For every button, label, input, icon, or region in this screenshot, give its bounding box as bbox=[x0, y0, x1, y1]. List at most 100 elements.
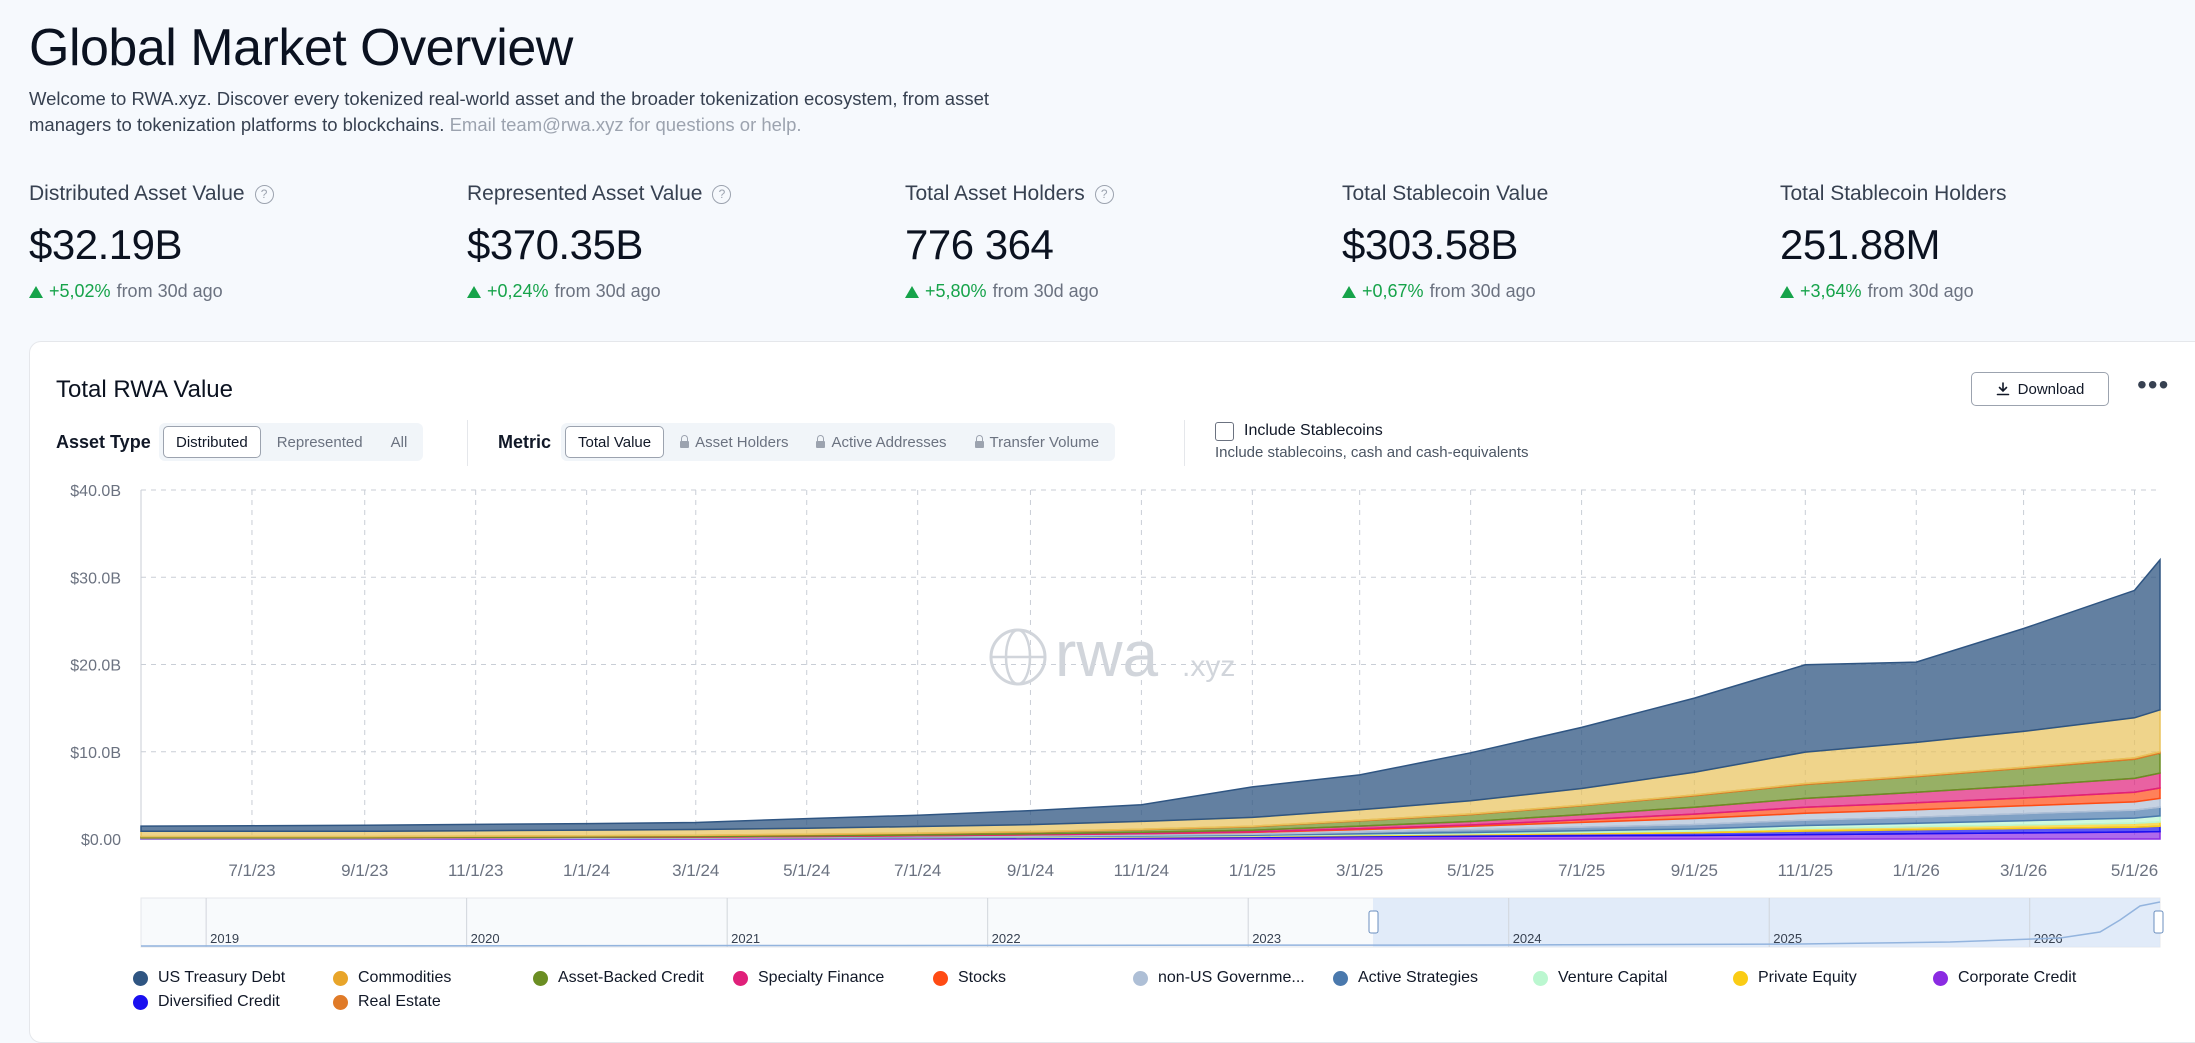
legend-item[interactable]: Corporate Credit bbox=[1933, 969, 2076, 987]
divider bbox=[1184, 420, 1185, 466]
include-stablecoins-description: Include stablecoins, cash and cash-equiv… bbox=[1215, 444, 1529, 461]
legend-swatch bbox=[1533, 970, 1548, 986]
legend-swatch bbox=[333, 994, 348, 1010]
download-button[interactable]: Download bbox=[1971, 372, 2109, 406]
divider bbox=[467, 420, 468, 466]
asset-type-selector: Distributed Represented All bbox=[159, 423, 424, 461]
lock-icon bbox=[680, 435, 690, 448]
legend-item[interactable]: Diversified Credit bbox=[133, 993, 280, 1011]
legend-item[interactable]: Asset-Backed Credit bbox=[533, 969, 704, 987]
asset-type-distributed[interactable]: Distributed bbox=[163, 426, 261, 458]
page-title: Global Market Overview bbox=[29, 19, 573, 77]
stat-change-percent: +5,02% bbox=[49, 281, 111, 301]
legend-swatch bbox=[1733, 970, 1748, 986]
asset-type-represented[interactable]: Represented bbox=[276, 433, 363, 451]
lock-icon bbox=[816, 435, 826, 448]
legend-swatch bbox=[1933, 970, 1948, 986]
legend-label: Diversified Credit bbox=[158, 993, 280, 1010]
intro-paragraph: Welcome to RWA.xyz. Discover every token… bbox=[29, 86, 989, 137]
legend-label: Active Strategies bbox=[1358, 969, 1479, 986]
stat-value: $370.35B bbox=[467, 221, 643, 268]
up-arrow-icon bbox=[1342, 285, 1356, 298]
stat-total-asset-holders: Total Asset Holders? 776 364 +5,80% from … bbox=[905, 180, 1305, 302]
up-arrow-icon bbox=[467, 285, 481, 298]
more-options-icon[interactable]: ••• bbox=[2137, 369, 2170, 400]
legend-swatch bbox=[1333, 970, 1348, 986]
stat-change-percent: +0,67% bbox=[1362, 281, 1424, 301]
legend-swatch bbox=[133, 994, 148, 1010]
stat-change-percent: +3,64% bbox=[1800, 281, 1862, 301]
intro-text: Welcome to RWA.xyz. Discover every token… bbox=[29, 88, 990, 135]
legend-label: US Treasury Debt bbox=[158, 969, 286, 986]
stat-change-suffix: from 30d ago bbox=[992, 281, 1099, 301]
help-icon[interactable]: ? bbox=[254, 184, 274, 204]
stats-row: Distributed Asset Value? $32.19B +5,02% f… bbox=[29, 180, 2189, 302]
metric-selector: Total Value Asset Holders Active Address… bbox=[561, 423, 1116, 461]
stat-label: Represented Asset Value bbox=[467, 182, 703, 205]
up-arrow-icon bbox=[29, 285, 43, 298]
legend-swatch bbox=[733, 970, 748, 986]
stat-change-suffix: from 30d ago bbox=[1867, 281, 1974, 301]
legend-label: non-US Governme... bbox=[1158, 969, 1305, 986]
metric-transfer-volume[interactable]: Transfer Volume bbox=[963, 427, 1112, 457]
stat-change-percent: +5,80% bbox=[925, 281, 987, 301]
stat-value: 776 364 bbox=[905, 221, 1054, 268]
stat-change-percent: +0,24% bbox=[487, 281, 549, 301]
asset-type-label: Asset Type bbox=[56, 432, 151, 452]
help-icon[interactable]: ? bbox=[712, 184, 732, 204]
metric-option-label: Active Addresses bbox=[831, 433, 947, 451]
card-title: Total RWA Value bbox=[56, 376, 233, 403]
stat-change-suffix: from 30d ago bbox=[116, 281, 223, 301]
asset-type-all[interactable]: All bbox=[390, 433, 408, 451]
download-label: Download bbox=[2017, 380, 2085, 398]
legend-item[interactable]: Private Equity bbox=[1733, 969, 1857, 987]
legend-item[interactable]: Real Estate bbox=[333, 993, 441, 1011]
legend-label: Private Equity bbox=[1758, 969, 1857, 986]
download-icon bbox=[1996, 382, 2009, 396]
stat-represented-asset-value: Represented Asset Value? $370.35B +0,24%… bbox=[467, 180, 867, 302]
stat-total-stablecoin-holders: Total Stablecoin Holders 251.88M +3,64% f… bbox=[1780, 180, 2180, 302]
stat-label: Distributed Asset Value bbox=[29, 182, 245, 205]
stat-value: $303.58B bbox=[1342, 221, 1518, 268]
legend-label: Specialty Finance bbox=[758, 969, 885, 986]
rwa-value-card: Total RWA Value Download ••• Asset Type … bbox=[29, 341, 2195, 1043]
legend-label: Real Estate bbox=[358, 993, 441, 1010]
metric-active-addresses[interactable]: Active Addresses bbox=[804, 427, 958, 457]
stat-total-stablecoin-value: Total Stablecoin Value $303.58B +0,67% fr… bbox=[1342, 180, 1742, 302]
lock-icon bbox=[974, 435, 984, 448]
help-icon[interactable]: ? bbox=[1094, 184, 1114, 204]
legend-swatch bbox=[933, 970, 948, 986]
stat-label: Total Stablecoin Value bbox=[1342, 182, 1549, 205]
stat-label: Total Stablecoin Holders bbox=[1780, 182, 2007, 205]
legend-label: Corporate Credit bbox=[1958, 969, 2077, 986]
metric-total-value[interactable]: Total Value bbox=[565, 426, 665, 458]
include-stablecoins-label[interactable]: Include Stablecoins bbox=[1244, 422, 1383, 439]
metric-asset-holders[interactable]: Asset Holders bbox=[668, 427, 800, 457]
legend-label: Asset-Backed Credit bbox=[558, 969, 704, 986]
legend-swatch bbox=[133, 970, 148, 986]
legend-label: Stocks bbox=[958, 969, 1007, 986]
legend-item[interactable]: Specialty Finance bbox=[733, 969, 884, 987]
legend-item[interactable]: Stocks bbox=[933, 969, 1006, 987]
stat-label: Total Asset Holders bbox=[905, 182, 1085, 205]
metric-label: Metric bbox=[498, 432, 552, 452]
contact-link[interactable]: Email team@rwa.xyz for questions or help… bbox=[449, 113, 802, 135]
legend-label: Commodities bbox=[358, 969, 452, 986]
stat-change-suffix: from 30d ago bbox=[1429, 281, 1536, 301]
metric-option-label: Transfer Volume bbox=[989, 433, 1100, 451]
legend-item[interactable]: Active Strategies bbox=[1333, 969, 1478, 987]
stat-distributed-asset-value: Distributed Asset Value? $32.19B +5,02% f… bbox=[29, 180, 429, 302]
legend-label: Venture Capital bbox=[1558, 969, 1668, 986]
include-stablecoins-checkbox[interactable] bbox=[1215, 422, 1234, 441]
metric-option-label: Asset Holders bbox=[695, 433, 789, 451]
legend-swatch bbox=[1133, 970, 1148, 986]
legend-item[interactable]: Venture Capital bbox=[1533, 969, 1667, 987]
legend-swatch bbox=[533, 970, 548, 986]
legend-swatch bbox=[333, 970, 348, 986]
legend-item[interactable]: US Treasury Debt bbox=[133, 969, 285, 987]
up-arrow-icon bbox=[905, 285, 919, 298]
stat-change-suffix: from 30d ago bbox=[554, 281, 661, 301]
up-arrow-icon bbox=[1780, 285, 1794, 298]
legend-item[interactable]: non-US Governme... bbox=[1133, 969, 1305, 987]
legend-item[interactable]: Commodities bbox=[333, 969, 451, 987]
